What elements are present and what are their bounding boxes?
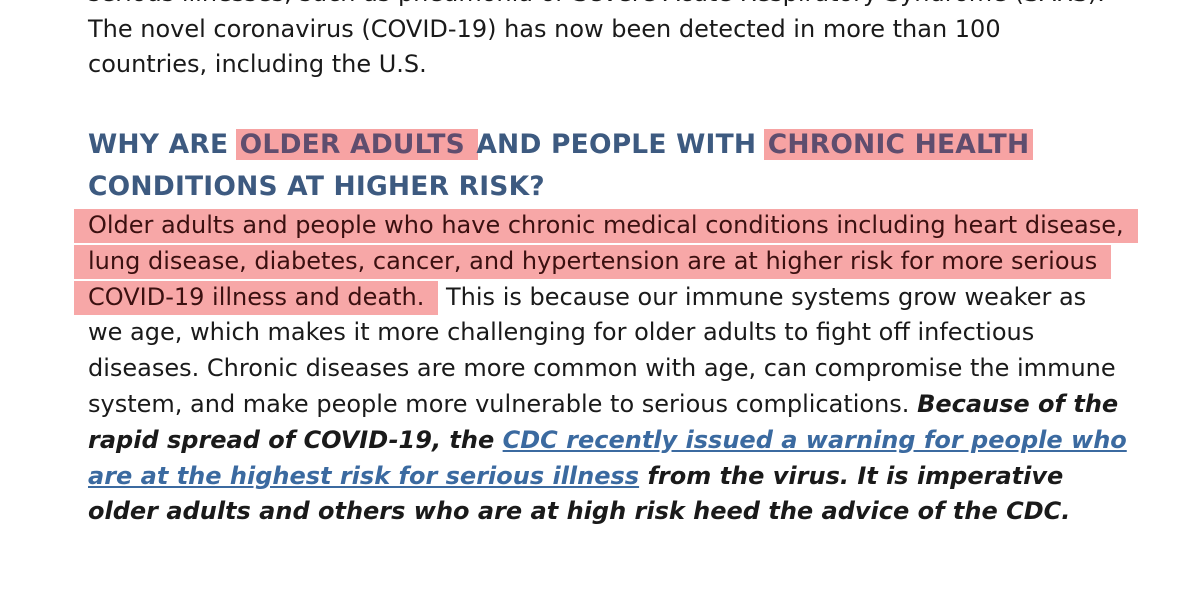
heading-text-2: AND PEOPLE WITH [476,129,766,160]
emphasis-text-2: from the virus. It is imperative older a… [88,461,1071,526]
intro-line-cut: serious illnesses, such as pneumonia or … [88,0,1105,12]
intro-line-2: countries, including the U.S. [88,50,427,78]
heading-text-1: WHY ARE [88,129,238,160]
emphasis-text-1: Because of the rapid spread of COVID-19,… [88,389,1119,454]
heading-highlight-older-adults: OLDER ADULTS [235,129,479,160]
intro-line-1: The novel coronavirus (COVID-19) has now… [88,14,1001,43]
cdc-warning-link[interactable]: CDC recently issued a warning for people… [88,425,1127,490]
body-paragraph: Older adults and people who have chronic… [74,208,1138,530]
body-plain-text: This is because our immune systems grow … [88,282,1116,418]
heading-highlight-chronic-health: CHRONIC HEALTH [763,129,1034,160]
section-heading: WHY ARE OLDER ADULTS AND PEOPLE WITH CHR… [88,124,1128,208]
heading-text-3: CONDITIONS AT HIGHER RISK? [88,171,545,202]
intro-paragraph: serious illnesses, such as pneumonia or … [88,0,1105,83]
